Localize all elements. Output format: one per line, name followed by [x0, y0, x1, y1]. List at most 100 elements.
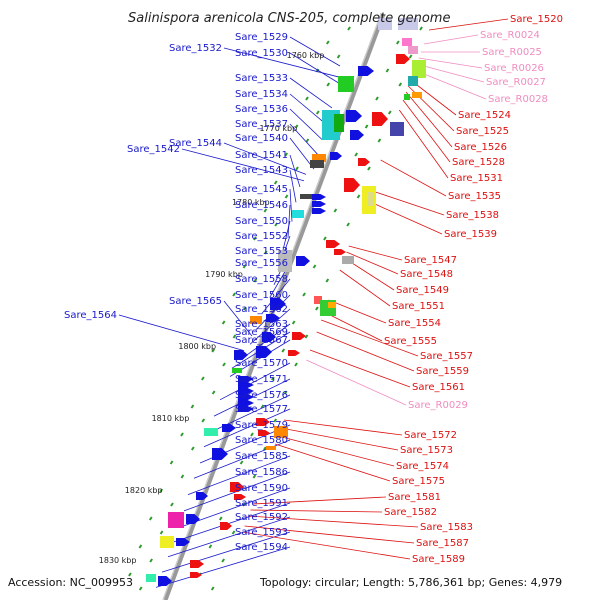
gene-arrow-forward — [312, 208, 326, 214]
gene-block — [314, 296, 322, 304]
leader-line — [316, 331, 415, 372]
gene-arrow-forward — [350, 130, 364, 140]
gene-block — [160, 536, 174, 548]
leader-line — [423, 34, 479, 45]
gene-arrow-forward — [330, 152, 342, 160]
right-gene-label: Sare_1525 — [456, 126, 509, 137]
gene-arrow-forward — [238, 388, 254, 394]
right-gene-label: Sare_1583 — [420, 522, 473, 533]
gene-block — [312, 154, 326, 162]
tick-mark — [218, 516, 223, 521]
right-gene-label: Sare_1526 — [454, 142, 507, 153]
tick-mark — [305, 96, 309, 101]
leader-line — [280, 427, 399, 451]
leader-line — [203, 408, 291, 448]
tick-mark — [302, 292, 306, 297]
right-gene-label: Sare_1557 — [420, 351, 473, 362]
tick-mark — [396, 40, 400, 45]
tick-mark — [180, 474, 185, 479]
left-gene-label: Sare_1567 — [235, 335, 288, 346]
gene-block — [310, 160, 324, 168]
left-gene-label: Sare_1532 — [169, 43, 222, 54]
gene-block — [342, 256, 354, 264]
leader-line — [223, 47, 341, 78]
tick-mark — [346, 222, 350, 227]
right-gene-label: Sare_1561 — [412, 382, 465, 393]
tick-mark — [326, 82, 331, 87]
tick-mark — [208, 544, 213, 549]
tick-mark — [294, 124, 299, 129]
tick-mark — [385, 68, 390, 73]
left-gene-label: Sare_1586 — [235, 467, 288, 478]
gene-arrow-forward — [292, 332, 306, 340]
right-gene-label: Sare_1535 — [448, 191, 501, 202]
tick-mark — [315, 110, 320, 115]
tick-mark — [326, 40, 330, 45]
gene-arrow-forward — [344, 178, 360, 192]
gene-arrow-forward — [220, 522, 232, 530]
gene-block — [368, 192, 374, 206]
leader-line — [405, 91, 453, 148]
leader-line — [252, 496, 387, 505]
left-gene-label: Sare_1593 — [235, 527, 288, 538]
leader-line — [369, 189, 445, 216]
gene-features — [146, 18, 426, 586]
left-gene-label: Sare_1536 — [235, 104, 288, 115]
coordinate-label: 1820 kbp — [125, 486, 163, 495]
tick-mark — [159, 530, 164, 535]
leader-line — [274, 443, 391, 482]
gene-block — [232, 368, 242, 373]
right-gene-label: Sare_1520 — [510, 14, 563, 25]
right-gene-label: Sare_1554 — [388, 318, 441, 329]
left-gene-label: Sare_1543 — [235, 165, 288, 176]
left-gene-label: Sare_1591 — [235, 498, 288, 509]
gene-arrow-forward — [238, 382, 254, 388]
tick-mark — [138, 544, 143, 549]
tick-mark — [232, 292, 236, 297]
tick-mark — [190, 446, 195, 451]
leader-line — [249, 308, 291, 345]
gene-arrow-forward — [176, 538, 190, 546]
tick-mark — [408, 54, 413, 59]
right-gene-label: Sare_1581 — [388, 492, 441, 503]
gene-arrow-forward — [186, 514, 200, 524]
gene-arrow-forward — [296, 256, 310, 266]
left-gene-label: Sare_1570 — [235, 358, 288, 369]
right-gene-label: Sare_1551 — [392, 301, 445, 312]
rna-gene-label: Sare_R0024 — [480, 30, 540, 41]
tick-mark — [274, 222, 278, 227]
gene-block — [334, 114, 344, 132]
tick-mark — [273, 418, 278, 423]
right-gene-label: Sare_1547 — [404, 255, 457, 266]
left-gene-label: Sare_1529 — [235, 32, 288, 43]
leader-line — [171, 502, 291, 543]
left-gene-label: Sare_1546 — [235, 200, 288, 211]
leader-line — [346, 251, 399, 275]
gene-arrow-forward — [190, 560, 204, 568]
tick-mark — [180, 432, 184, 437]
left-gene-label: Sare_1541 — [235, 150, 288, 161]
left-gene-label: Sare_1530 — [235, 48, 288, 59]
left-gene-label: Sare_1579 — [235, 420, 288, 431]
label-leader-lines — [118, 18, 509, 588]
leader-line — [289, 36, 341, 67]
right-gene-label: Sare_1559 — [416, 366, 469, 377]
gene-arrow-forward — [256, 418, 270, 426]
leader-line — [418, 57, 483, 69]
right-gene-label: Sare_1539 — [444, 229, 497, 240]
gene-block — [300, 194, 312, 199]
gene-block — [390, 122, 404, 136]
gene-arrow-forward — [238, 400, 254, 406]
tick-mark — [169, 460, 174, 465]
gene-arrow-forward — [288, 350, 300, 356]
tick-mark — [149, 558, 153, 563]
leader-line — [289, 108, 323, 140]
tick-mark — [201, 376, 205, 381]
gene-arrow-forward — [312, 194, 326, 200]
gene-block — [402, 38, 412, 46]
right-gene-label: Sare_1587 — [416, 538, 469, 549]
leader-line — [289, 188, 293, 222]
leader-line — [289, 154, 301, 188]
gene-block — [338, 76, 354, 92]
